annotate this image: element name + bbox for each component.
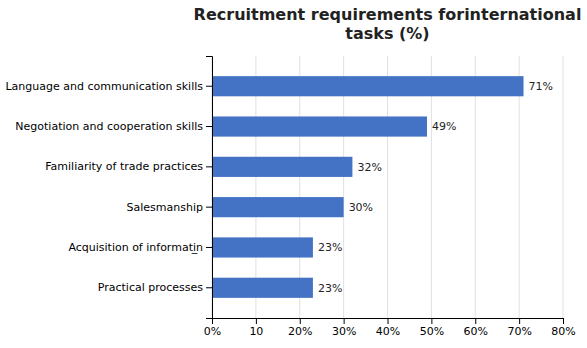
x-axis: 0% 10 20% 30% 40% 50% 60% 70% 80% bbox=[204, 318, 576, 338]
data-label: 30% bbox=[349, 201, 373, 214]
bar bbox=[212, 157, 352, 177]
title-line: Recruitment requirements for​internation… bbox=[194, 5, 582, 24]
x-tick-mark bbox=[300, 318, 301, 324]
x-tick: 40% bbox=[376, 318, 400, 338]
x-tick-label: 20% bbox=[288, 325, 312, 338]
x-tick-mark bbox=[344, 318, 345, 324]
x-tick-label: 80% bbox=[551, 325, 575, 338]
x-tick-mark bbox=[431, 318, 432, 324]
x-tick: 60% bbox=[464, 318, 488, 338]
title-line: tasks (%) bbox=[345, 24, 429, 43]
y-tick-mark bbox=[206, 207, 212, 208]
y-tick-mark bbox=[206, 247, 212, 248]
y-tick-label: Familiarity of trade practices bbox=[45, 160, 203, 173]
data-label: 23% bbox=[318, 241, 342, 254]
y-tick-label: Practical processes bbox=[98, 281, 203, 294]
y-tick-mark bbox=[206, 166, 212, 167]
data-label: 32% bbox=[357, 161, 381, 174]
x-tick: 0% bbox=[204, 318, 221, 338]
x-tick-mark bbox=[388, 318, 389, 324]
x-tick-mark bbox=[563, 318, 564, 324]
title: Recruitment requirements for​internation… bbox=[194, 5, 582, 43]
y-tick: Acquisition of informati̲n bbox=[68, 241, 212, 254]
x-tick: 10 bbox=[249, 318, 263, 338]
grid-line bbox=[563, 56, 564, 318]
y-tick-label: Salesmanship bbox=[127, 201, 203, 214]
x-tick: 20% bbox=[288, 318, 312, 338]
bar bbox=[212, 116, 427, 136]
y-axis-line bbox=[206, 57, 213, 319]
y-tick-mark bbox=[206, 126, 212, 127]
data-labels: 23% 23% 30% 32% 49% 71% bbox=[318, 80, 553, 295]
data-label: 49% bbox=[432, 120, 456, 133]
x-tick-label: 70% bbox=[507, 325, 531, 338]
grid bbox=[212, 56, 563, 318]
x-tick: 50% bbox=[420, 318, 444, 338]
plot: 0% 10 20% 30% 40% 50% 60% 70% 80% Practical proce… bbox=[5, 56, 575, 338]
x-tick-mark bbox=[256, 318, 257, 324]
x-tick-label: 0% bbox=[204, 325, 221, 338]
y-tick: Familiarity of trade practices bbox=[45, 160, 212, 173]
y-tick-label: Acquisition of informati̲n bbox=[68, 241, 203, 254]
x-tick: 70% bbox=[507, 318, 531, 338]
x-tick-label: 60% bbox=[464, 325, 488, 338]
y-tick: Language and communication skills bbox=[5, 80, 212, 93]
y-axis: Practical processes Acquisition of inform… bbox=[5, 57, 212, 319]
x-axis-line bbox=[213, 319, 564, 325]
x-tick-mark bbox=[519, 318, 520, 324]
y-tick: Salesmanship bbox=[127, 201, 212, 214]
bar bbox=[212, 237, 313, 257]
bar bbox=[212, 278, 313, 298]
x-tick: 80% bbox=[551, 318, 575, 338]
x-tick-label: 10 bbox=[249, 325, 263, 338]
x-tick: 30% bbox=[332, 318, 356, 338]
y-tick-label: Language and communication skills bbox=[5, 80, 203, 93]
x-tick-mark bbox=[475, 318, 476, 324]
y-tick: Negotiation and cooperation skills bbox=[15, 120, 212, 133]
bars bbox=[212, 76, 524, 298]
y-tick-label: Negotiation and cooperation skills bbox=[15, 120, 203, 133]
x-tick-label: 40% bbox=[376, 325, 400, 338]
data-label: 23% bbox=[318, 282, 342, 295]
y-tick: Practical processes bbox=[98, 281, 212, 294]
y-tick-mark bbox=[206, 287, 212, 288]
x-tick-label: 30% bbox=[332, 325, 356, 338]
data-label: 71% bbox=[529, 80, 553, 93]
chart: 0% 10 20% 30% 40% 50% 60% 70% 80% Practical proce… bbox=[0, 0, 587, 348]
y-tick-mark bbox=[206, 86, 212, 87]
x-tick-label: 50% bbox=[420, 325, 444, 338]
bar bbox=[212, 76, 524, 96]
bar bbox=[212, 197, 344, 217]
